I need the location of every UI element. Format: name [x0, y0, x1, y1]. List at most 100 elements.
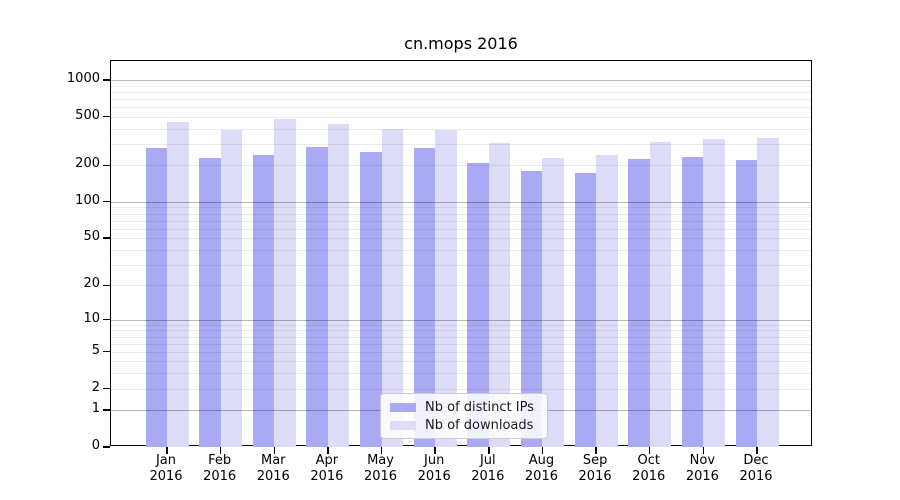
x-tick-jul [488, 447, 490, 454]
x-tick-label-may: May 2016 [351, 453, 411, 485]
y-tick-label-1000: 1000 [66, 70, 100, 86]
y-tick-1000 [103, 79, 110, 81]
y-gridline-major-1000 [111, 79, 811, 81]
x-tick-label-oct: Oct 2016 [619, 453, 679, 485]
y-gridline-minor-900 [111, 85, 811, 87]
bar-nb-of-downloads-jul [488, 143, 511, 447]
y-tick-label-100: 100 [75, 192, 100, 208]
bar-nb-of-distinct-ips-jan [145, 147, 167, 447]
x-tick-label-mar: Mar 2016 [243, 453, 303, 485]
bar-nb-of-distinct-ips-nov [681, 156, 704, 447]
x-tick-dec [756, 447, 758, 454]
x-tick-month-sep: Sep [582, 453, 608, 468]
bar-nb-of-distinct-ips-jun [413, 148, 436, 447]
y-gridline-minor-400 [111, 128, 811, 130]
chart-title: cn.mops 2016 [404, 34, 518, 53]
y-gridline-minor-700 [111, 98, 811, 100]
y-tick-200 [103, 164, 110, 166]
x-tick-may [380, 447, 383, 454]
bar-nb-of-distinct-ips-oct [628, 159, 650, 447]
x-tick-month-aug: Aug [528, 453, 555, 468]
y-tick-label-20: 20 [83, 276, 100, 292]
legend-entry-distinct-ips: Nb of distinct IPs [390, 399, 537, 415]
bar-nb-of-downloads-may [381, 129, 404, 447]
y-tick-label-2: 2 [91, 379, 100, 395]
y-tick-20 [103, 284, 110, 286]
x-tick-month-nov: Nov [689, 453, 716, 468]
x-tick-year-jun: 2016 [417, 469, 451, 484]
y-tick-label-5: 5 [91, 342, 100, 358]
bar-nb-of-distinct-ips-sep [574, 172, 597, 447]
x-tick-year-mar: 2016 [256, 469, 290, 484]
x-tick-label-nov: Nov 2016 [672, 453, 732, 485]
legend-label-distinct-ips: Nb of distinct IPs [425, 399, 534, 415]
x-tick-year-feb: 2016 [203, 469, 237, 484]
x-tick-month-jun: Jun [424, 453, 445, 468]
y-tick-10 [103, 318, 110, 321]
x-tick-month-mar: Mar [261, 453, 286, 468]
legend-label-downloads: Nb of downloads [425, 417, 534, 433]
x-tick-label-jan: Jan 2016 [136, 453, 196, 485]
bar-nb-of-distinct-ips-feb [199, 157, 221, 447]
x-tick-month-may: May [367, 453, 394, 468]
y-tick-50 [103, 237, 110, 239]
x-tick-aug [541, 447, 544, 454]
x-tick-year-nov: 2016 [685, 469, 719, 484]
bar-nb-of-distinct-ips-dec [735, 159, 757, 447]
y-gridline-minor-600 [111, 107, 811, 109]
bar-nb-of-distinct-ips-may [360, 151, 382, 447]
x-tick-feb [219, 447, 222, 454]
x-tick-month-jul: Jul [479, 453, 496, 468]
y-tick-2 [103, 387, 110, 390]
x-tick-year-aug: 2016 [524, 469, 558, 484]
bar-nb-of-downloads-oct [649, 142, 672, 447]
y-tick-500 [103, 116, 110, 118]
x-tick-label-feb: Feb 2016 [190, 453, 250, 485]
x-tick-year-jul: 2016 [471, 469, 505, 484]
plot-area: Nb of distinct IPs Nb of downloads [103, 60, 812, 454]
y-gridline-minor-500 [111, 116, 811, 118]
x-tick-label-jul: Jul 2016 [458, 453, 518, 485]
x-tick-apr [327, 447, 329, 454]
legend: Nb of distinct IPs Nb of downloads [380, 393, 548, 439]
bar-nb-of-downloads-aug [542, 157, 564, 447]
x-tick-month-jan: Jan [155, 453, 177, 468]
y-tick-label-500: 500 [75, 107, 100, 123]
x-tick-label-sep: Sep 2016 [565, 453, 625, 485]
bar-nb-of-downloads-jan [167, 121, 189, 447]
x-tick-label-dec: Dec 2016 [726, 453, 786, 485]
y-tick-label-0: 0 [91, 438, 100, 453]
bar-nb-of-downloads-apr [327, 123, 350, 447]
y-tick-label-1: 1 [91, 401, 100, 417]
bar-nb-of-downloads-nov [703, 139, 725, 447]
y-tick-label-10: 10 [83, 310, 100, 326]
bar-nb-of-downloads-mar [274, 119, 296, 447]
x-tick-year-dec: 2016 [739, 469, 773, 484]
bar-nb-of-downloads-sep [596, 155, 618, 447]
x-tick-label-jun: Jun 2016 [404, 453, 464, 485]
x-tick-oct [649, 447, 651, 454]
x-tick-month-dec: Dec [743, 453, 769, 468]
y-gridline-minor-800 [111, 91, 811, 93]
legend-swatch-downloads [390, 420, 416, 430]
x-tick-label-aug: Aug 2016 [511, 453, 571, 485]
y-tick-5 [103, 351, 110, 353]
y-tick-0 [103, 446, 110, 448]
y-tick-1 [103, 409, 110, 411]
bar-nb-of-distinct-ips-aug [520, 170, 543, 447]
x-tick-jun [434, 447, 436, 454]
bar-nb-of-distinct-ips-apr [306, 146, 328, 447]
bar-nb-of-distinct-ips-jul [467, 163, 489, 447]
x-tick-year-oct: 2016 [632, 469, 666, 484]
x-tick-jan [166, 447, 168, 454]
bar-nb-of-downloads-dec [757, 138, 779, 447]
bar-nb-of-distinct-ips-mar [252, 155, 275, 447]
legend-entry-downloads: Nb of downloads [390, 417, 537, 433]
y-tick-label-200: 200 [75, 156, 100, 172]
x-tick-year-may: 2016 [363, 469, 398, 484]
bar-nb-of-downloads-jun [435, 130, 457, 447]
x-tick-sep [595, 447, 597, 454]
y-tick-100 [103, 201, 110, 203]
x-tick-label-apr: Apr 2016 [297, 453, 357, 485]
